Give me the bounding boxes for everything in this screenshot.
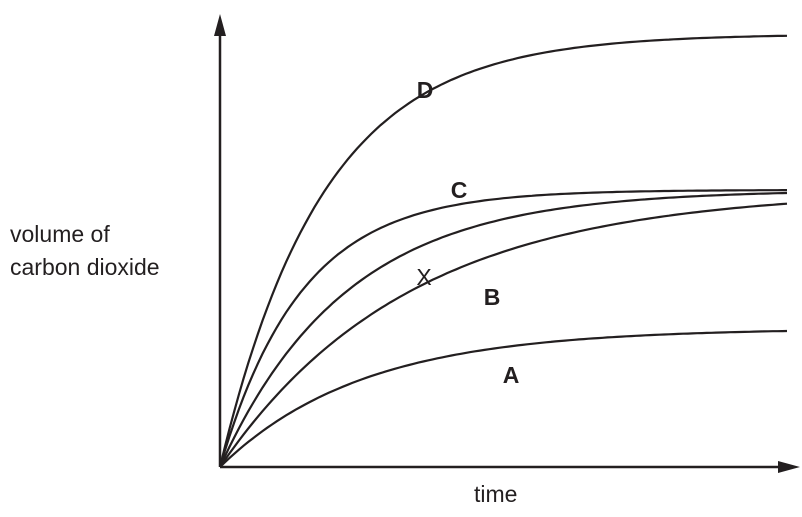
curve-x	[219, 191, 788, 468]
curves	[218, 34, 788, 468]
curve-label-b: B	[484, 284, 501, 310]
y-axis-arrow	[214, 14, 226, 36]
axes	[214, 14, 800, 473]
curve-labels: D C X B A	[416, 77, 519, 388]
x-axis-arrow	[778, 461, 800, 473]
curve-d	[218, 34, 788, 468]
curve-a	[219, 329, 788, 468]
y-axis-label-line-1: volume of	[10, 221, 110, 247]
y-axis-label: volume of carbon dioxide	[10, 218, 160, 284]
curve-label-d: D	[417, 77, 434, 103]
curve-label-a: A	[503, 362, 520, 388]
y-axis-label-line-2: carbon dioxide	[10, 254, 160, 280]
curve-b	[219, 202, 788, 468]
curve-c	[218, 189, 787, 468]
curve-label-x: X	[416, 264, 431, 290]
x-axis-label: time	[474, 481, 518, 507]
curve-label-c: C	[451, 177, 468, 203]
